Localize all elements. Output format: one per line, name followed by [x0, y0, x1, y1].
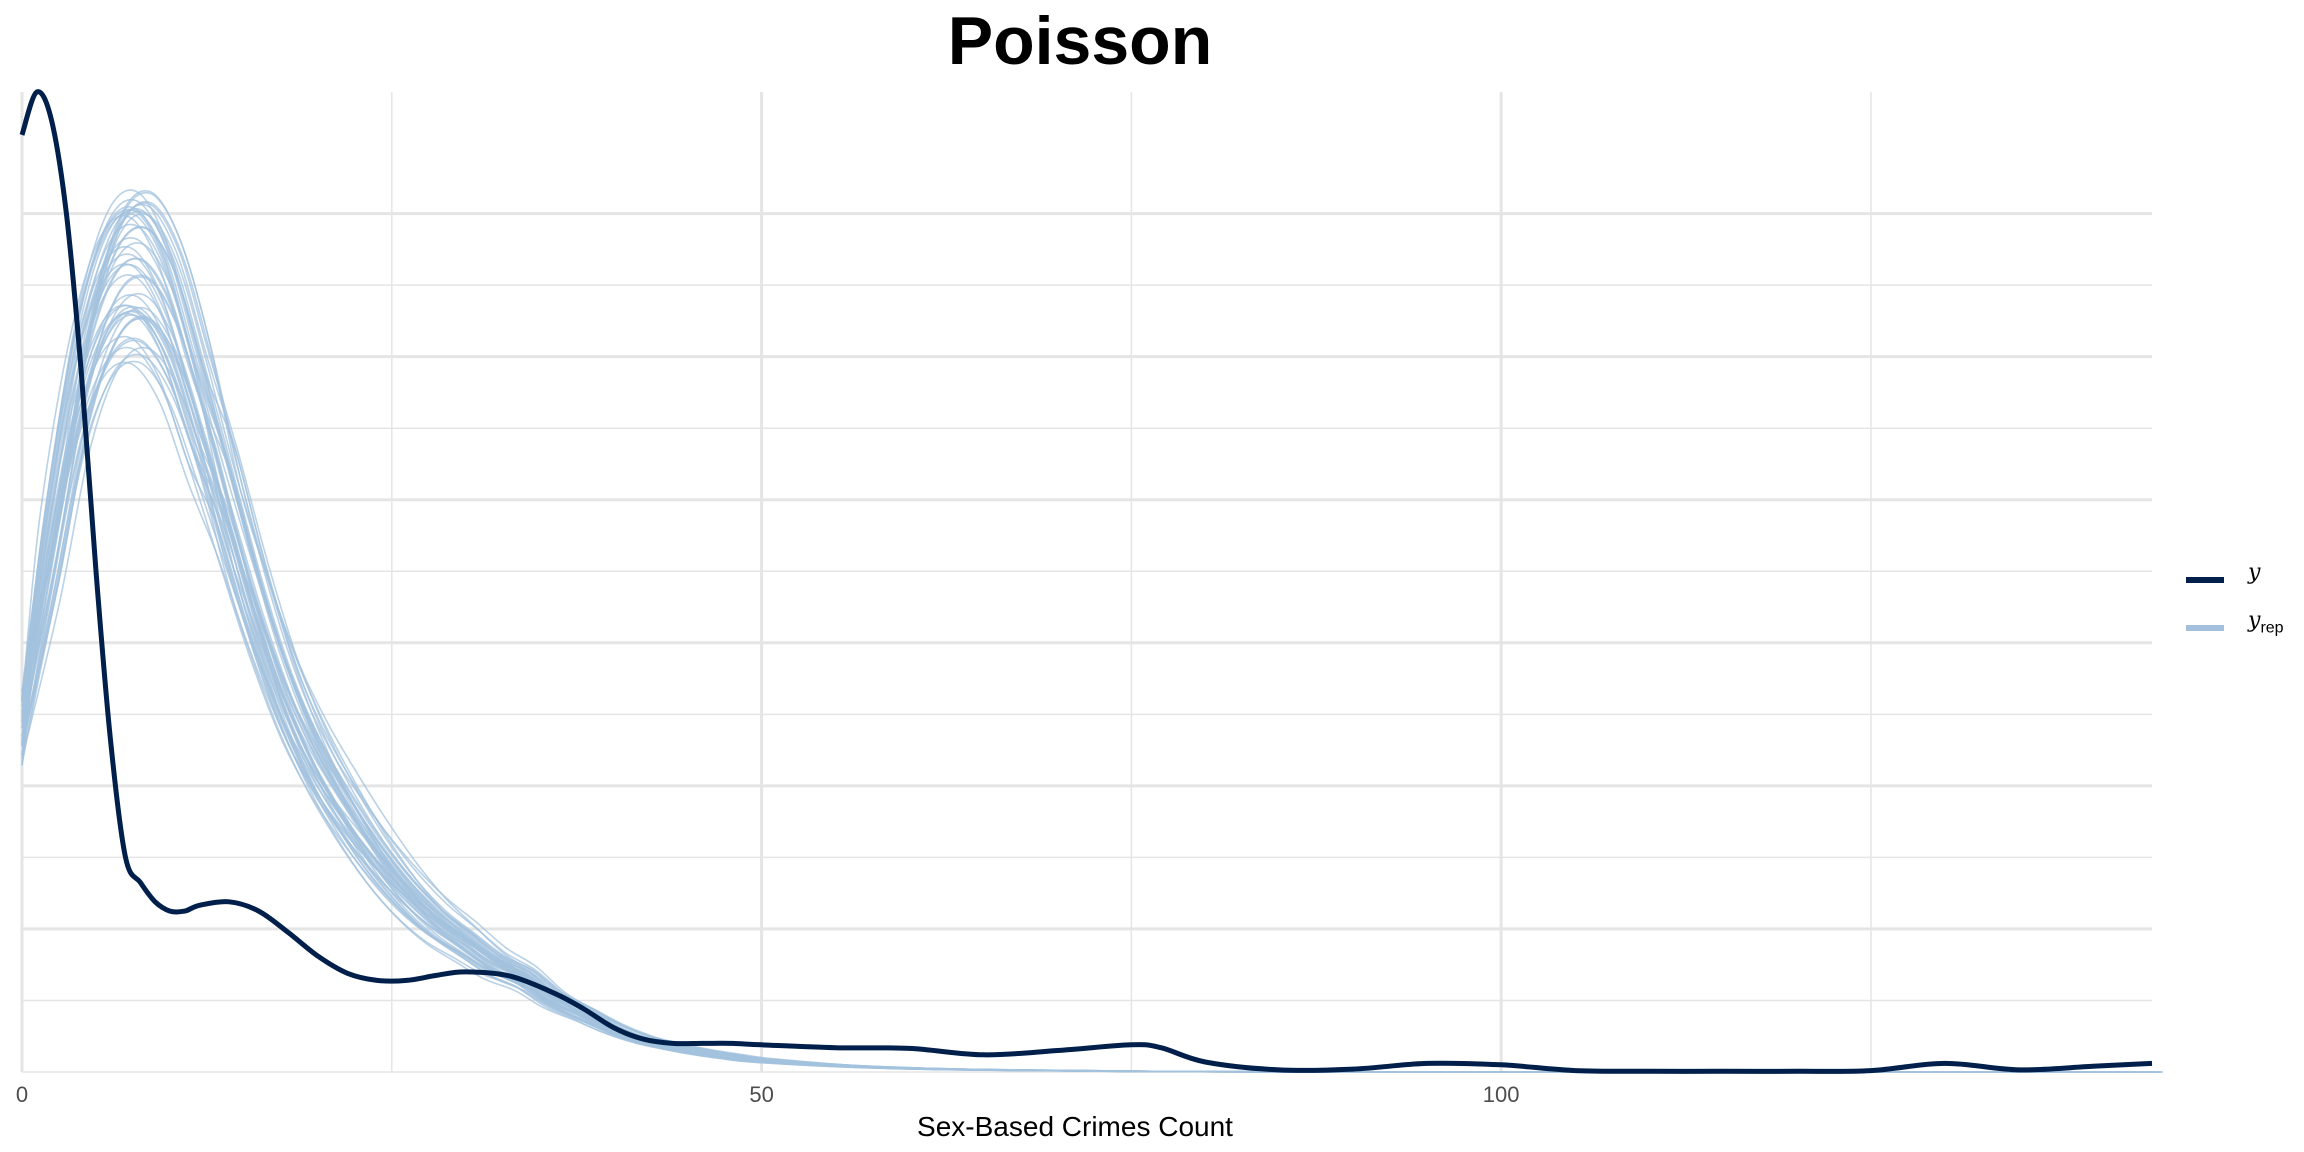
- yrep-line: [21, 245, 2142, 1073]
- yrep-line: [21, 263, 2142, 1073]
- yrep-line: [21, 257, 2154, 1073]
- yrep-line: [21, 201, 2163, 1073]
- yrep-line: [21, 253, 2144, 1073]
- yrep-line: [21, 306, 2150, 1073]
- legend-item-y: y: [2186, 560, 2296, 608]
- x-axis-label: Sex-Based Crimes Count: [917, 1111, 1233, 1142]
- yrep-line: [21, 276, 2157, 1073]
- legend-item-yrep: yrep: [2186, 608, 2296, 656]
- series-y-line: [19, 89, 2153, 1074]
- chart-title: Poisson: [947, 3, 1213, 79]
- yrep-line: [21, 209, 2149, 1073]
- yrep-line: [21, 306, 2158, 1073]
- x-tick-label: 100: [1483, 1082, 1520, 1107]
- yrep-line: [21, 293, 2156, 1073]
- x-tick-label: 0: [16, 1082, 28, 1107]
- legend-label-y: y: [2248, 560, 2261, 585]
- legend-key-y: [2186, 577, 2224, 583]
- yrep-line: [21, 206, 2146, 1073]
- yrep-line: [21, 237, 2148, 1073]
- yrep-line: [21, 360, 2151, 1073]
- x-tick-label: 50: [749, 1082, 773, 1107]
- yrep-line: [21, 315, 2159, 1073]
- yrep-line: [21, 361, 2142, 1073]
- legend: y yrep: [2186, 560, 2296, 656]
- yrep-line: [21, 346, 2144, 1073]
- yrep-line: [21, 190, 2163, 1073]
- y-layer: [19, 89, 2153, 1074]
- yrep-line: [21, 304, 2144, 1073]
- yrep-line: [21, 294, 2147, 1073]
- yrep-line: [21, 335, 2141, 1073]
- yrep-line: [21, 310, 2148, 1073]
- yrep-line: [21, 258, 2152, 1073]
- tick-layer: 0 50 100: [16, 1082, 1520, 1107]
- yrep-line: [21, 346, 2160, 1073]
- yrep-line: [21, 189, 2148, 1073]
- grid-layer: [20, 92, 2152, 1073]
- yrep-line: [21, 226, 2158, 1073]
- yrep-layer: [21, 189, 2163, 1073]
- yrep-line: [21, 203, 2159, 1073]
- yrep-line: [21, 207, 2153, 1073]
- yrep-line: [21, 312, 2144, 1073]
- yrep-line: [21, 339, 2151, 1073]
- yrep-line: [21, 192, 2163, 1073]
- yrep-line: [21, 353, 2154, 1073]
- yrep-line: [21, 202, 2162, 1073]
- yrep-line: [21, 223, 2148, 1073]
- legend-key-yrep: [2186, 625, 2224, 631]
- yrep-line: [21, 263, 2146, 1073]
- yrep-line: [21, 208, 2146, 1073]
- yrep-line: [21, 274, 2145, 1073]
- yrep-line: [21, 309, 2151, 1073]
- legend-label-yrep: yrep: [2248, 608, 2284, 637]
- yrep-line: [21, 225, 2158, 1073]
- yrep-line: [21, 242, 2154, 1073]
- yrep-line: [21, 198, 2149, 1073]
- yrep-line: [21, 317, 2159, 1073]
- yrep-line: [21, 317, 2158, 1073]
- yrep-line: [21, 274, 2158, 1073]
- yrep-line: [21, 337, 2151, 1073]
- yrep-line: [21, 304, 2141, 1073]
